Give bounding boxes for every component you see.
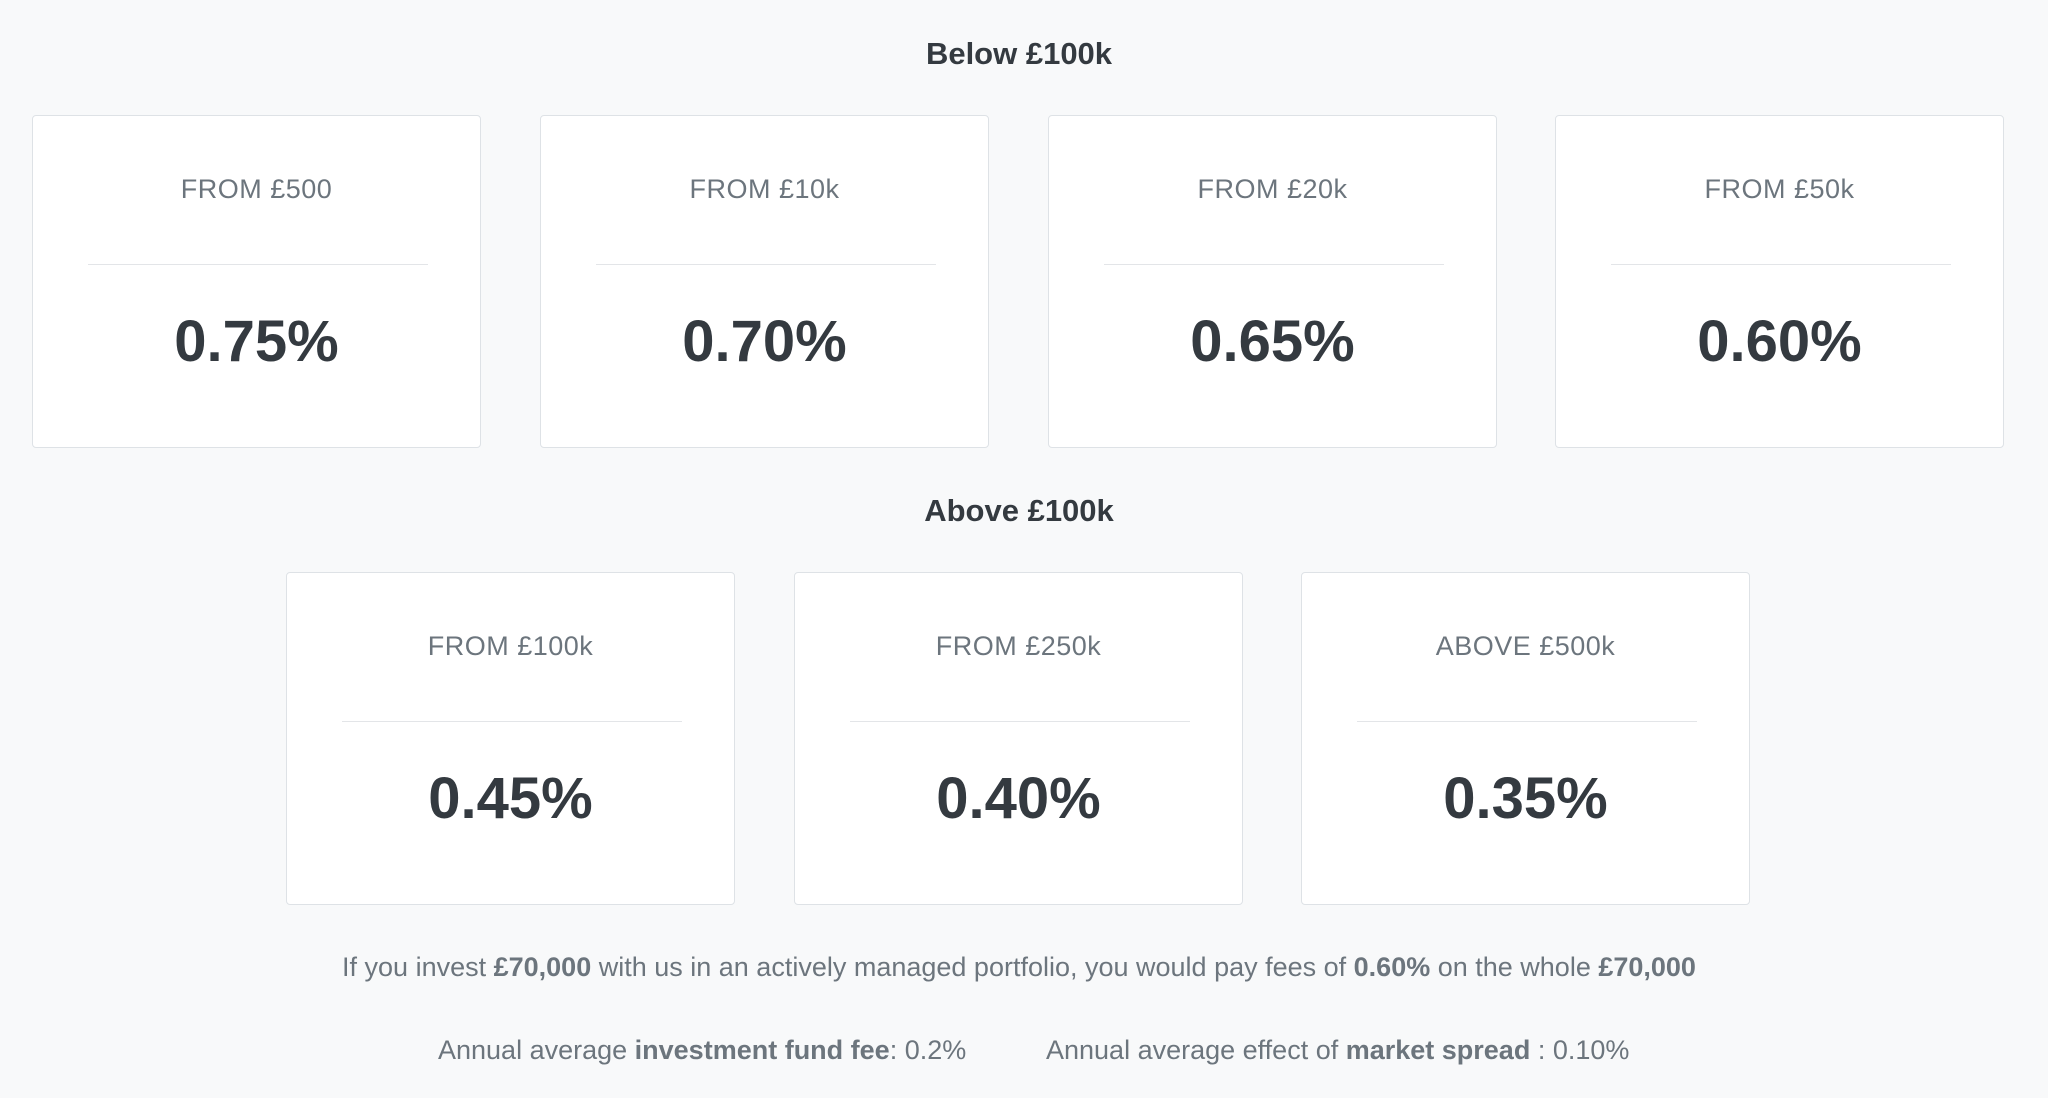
tier-divider	[342, 721, 682, 722]
tier-card-from-250k: FROM £250k 0.40%	[794, 572, 1243, 905]
spread-fee-prefix: Annual average effect of	[1046, 1035, 1346, 1065]
tier-divider	[1611, 264, 1951, 265]
tier-label: FROM £100k	[427, 631, 594, 661]
tier-rate: 0.40%	[936, 766, 1101, 831]
tier-label: FROM £250k	[935, 631, 1102, 661]
tier-label: ABOVE £500k	[1435, 631, 1616, 661]
tier-label: FROM £50k	[1704, 174, 1855, 204]
tier-rate: 0.35%	[1443, 766, 1608, 831]
spread-fee-value: : 0.10%	[1530, 1035, 1630, 1065]
example-suffix: on the whole	[1430, 952, 1599, 982]
fee-example-sentence: If you invest £70,000 with us in an acti…	[0, 952, 2038, 983]
tier-label: FROM £500	[180, 174, 333, 204]
example-amount-repeat: £70,000	[1598, 952, 1696, 982]
tier-divider	[596, 264, 936, 265]
tier-card-from-50k: FROM £50k 0.60%	[1555, 115, 2004, 448]
tier-divider	[88, 264, 428, 265]
section-title-above-100k: Above £100k	[924, 493, 1114, 528]
tier-rate: 0.60%	[1697, 309, 1862, 374]
tier-card-above-500k: ABOVE £500k 0.35%	[1301, 572, 1750, 905]
additional-fees: Annual average investment fund fee: 0.2%…	[0, 1035, 2048, 1071]
fund-fee-prefix: Annual average	[438, 1035, 635, 1065]
tier-rate: 0.45%	[428, 766, 593, 831]
market-spread-fee: Annual average effect of market spread :…	[1046, 1035, 1629, 1066]
section-title-below-100k: Below £100k	[925, 36, 1113, 71]
tier-rate: 0.65%	[1190, 309, 1355, 374]
example-amount: £70,000	[493, 952, 592, 982]
tier-rate: 0.70%	[682, 309, 847, 374]
tier-card-from-100k: FROM £100k 0.45%	[286, 572, 735, 905]
tier-card-from-500: FROM £500 0.75%	[32, 115, 481, 448]
tier-divider	[850, 721, 1190, 722]
tier-divider	[1104, 264, 1444, 265]
fund-fee-term: investment fund fee	[634, 1035, 890, 1065]
spread-fee-term: market spread	[1345, 1035, 1531, 1065]
tier-row-below-100k: FROM £500 0.75% FROM £10k 0.70% FROM £20…	[0, 115, 2048, 450]
fund-fee-value: : 0.2%	[889, 1035, 967, 1065]
example-rate: 0.60%	[1353, 952, 1431, 982]
example-prefix: If you invest	[342, 952, 494, 982]
tier-card-from-20k: FROM £20k 0.65%	[1048, 115, 1497, 448]
investment-fund-fee: Annual average investment fund fee: 0.2%	[438, 1035, 966, 1066]
tier-label: FROM £20k	[1197, 174, 1348, 204]
tier-card-from-10k: FROM £10k 0.70%	[540, 115, 989, 448]
example-middle: with us in an actively managed portfolio…	[591, 952, 1354, 982]
tier-rate: 0.75%	[174, 309, 339, 374]
tier-label: FROM £10k	[689, 174, 840, 204]
tier-divider	[1357, 721, 1697, 722]
tier-row-above-100k: FROM £100k 0.45% FROM £250k 0.40% ABOVE …	[0, 572, 2048, 907]
